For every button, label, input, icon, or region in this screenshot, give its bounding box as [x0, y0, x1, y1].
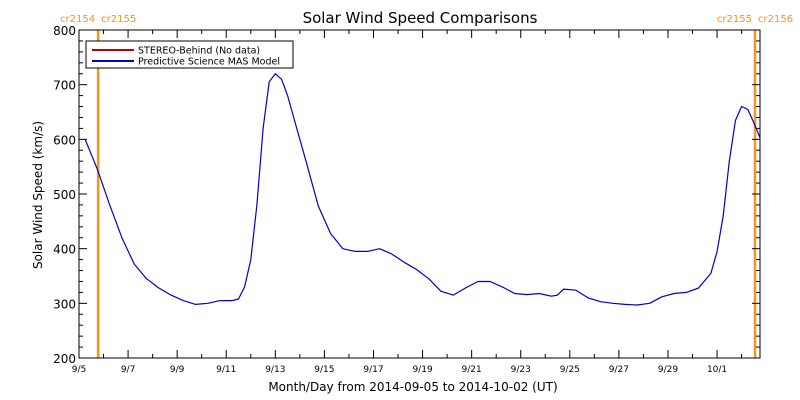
y-tick-label: 600	[53, 133, 76, 147]
legend-label: STEREO-Behind (No data)	[138, 46, 260, 57]
rotation-label: cr2155	[101, 14, 136, 25]
y-tick-label: 300	[53, 297, 76, 311]
x-tick-label: 9/27	[609, 365, 629, 375]
rotation-label: cr2156	[758, 14, 793, 25]
x-axis-label: Month/Day from 2014-09-05 to 2014-10-02 …	[268, 380, 557, 394]
y-axis-label: Solar Wind Speed (km/s)	[31, 121, 45, 269]
series-line-mas-model	[84, 73, 761, 306]
legend-box	[85, 40, 294, 69]
x-tick-label: 9/29	[658, 365, 678, 375]
y-tick-label: 500	[53, 188, 76, 202]
x-tick-label: 9/23	[511, 365, 531, 375]
x-tick-label: 9/25	[560, 365, 580, 375]
x-tick-label: 9/9	[170, 365, 185, 375]
rotation-label: cr2155	[717, 14, 752, 25]
x-tick-label: 9/15	[314, 365, 334, 375]
y-tick-label: 400	[53, 243, 76, 257]
rotation-label: cr2154	[60, 14, 95, 25]
x-tick-label: 9/19	[412, 365, 432, 375]
x-tick-label: 10/1	[707, 365, 727, 375]
chart-title: Solar Wind Speed Comparisons	[303, 9, 538, 27]
y-tick-label: 200	[53, 352, 76, 366]
legend-label: Predictive Science MAS Model	[138, 57, 280, 68]
x-tick-label: 9/21	[462, 365, 482, 375]
y-tick-label: 700	[53, 79, 76, 93]
x-tick-label: 9/13	[265, 365, 285, 375]
y-tick-label: 800	[53, 24, 76, 38]
x-tick-label: 9/11	[216, 365, 236, 375]
x-tick-label: 9/5	[72, 365, 86, 375]
plot-area-frame	[78, 29, 761, 359]
x-tick-label: 9/7	[121, 365, 135, 375]
x-tick-label: 9/17	[363, 365, 383, 375]
